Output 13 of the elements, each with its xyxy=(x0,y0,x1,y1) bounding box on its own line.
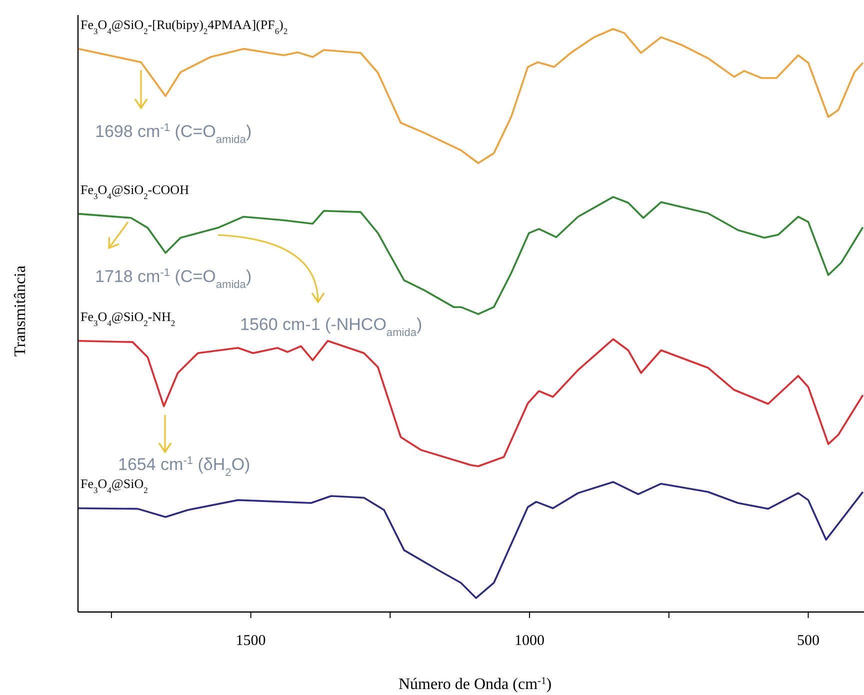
annotation: 1718 cm$^{-1}$ (C=O$_{amida}$) xyxy=(95,267,252,291)
x-axis-title: Número de Onda (cm$^{-1}$) xyxy=(398,676,552,693)
series-label: Fe$_{3}$O$_{4}$@SiO$_{2}$-NH$_{2}$ xyxy=(80,308,176,328)
y-axis-title: Transmitância xyxy=(12,266,29,356)
series-label: Fe$_{3}$O$_{4}$@SiO$_{2}$ xyxy=(80,476,148,496)
x-tick-label: 1000 xyxy=(514,633,545,649)
x-tick-label: 1500 xyxy=(236,633,266,649)
series-label: Fe$_{3}$O$_{4}$@SiO$_{2}$-COOH xyxy=(80,182,189,201)
annotation: 1560 cm-1 (-NHCO$_{amida}$) xyxy=(240,315,422,339)
x-tick-label: 500 xyxy=(797,633,820,649)
annotation: 1654 cm$^{-1}$ (δH$_{2}$O) xyxy=(118,455,250,479)
annotation: 1698 cm$^{-1}$ (C=O$_{amida}$) xyxy=(95,122,252,146)
text: Fe$_{3}$O$_{4}$@SiO$_{2}$-[Ru(bipy)$_{2}$4PMAA](PF$_{6}$)$_{2}$ xyxy=(80,16,288,36)
